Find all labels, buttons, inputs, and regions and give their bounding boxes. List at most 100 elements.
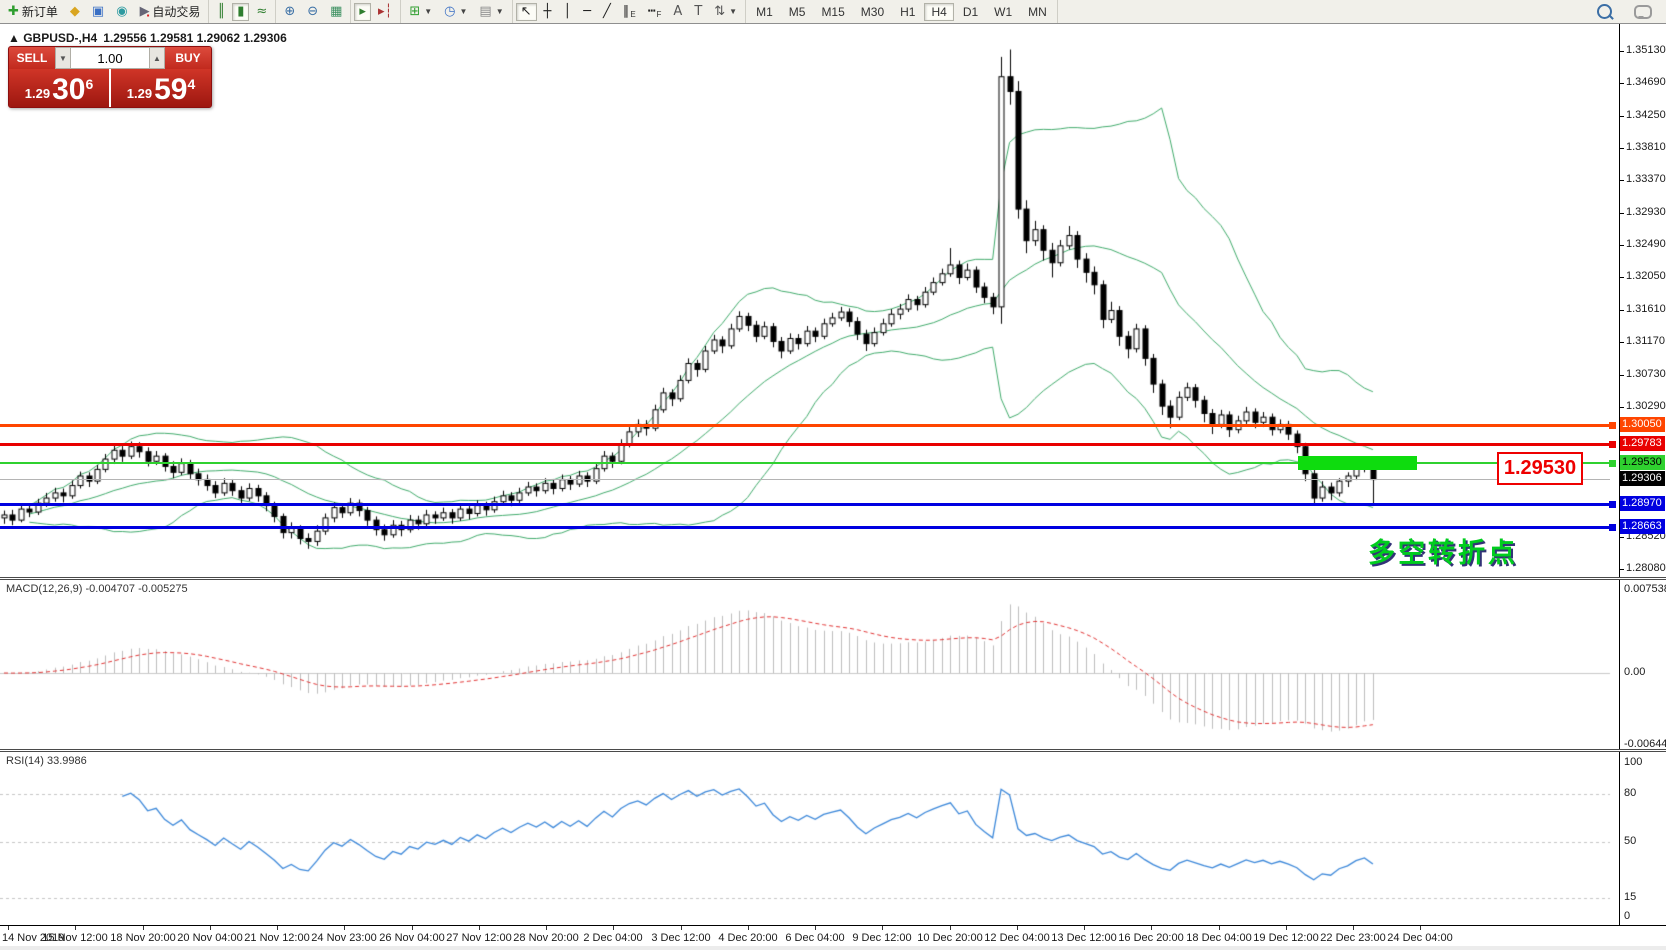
volume-input[interactable]: [71, 47, 149, 69]
time-tick-mark: [748, 926, 749, 930]
text-label-icon: T: [694, 4, 703, 19]
current-price-line[interactable]: [0, 479, 1610, 480]
data-window-button[interactable]: ▣: [87, 3, 109, 21]
search-button[interactable]: [1592, 3, 1617, 21]
price-tick-mark: [1619, 245, 1624, 246]
templates-button[interactable]: ▤ ▼: [474, 3, 508, 21]
vertical-line-button[interactable]: │: [558, 3, 576, 21]
alerts-button[interactable]: ◉: [111, 3, 132, 21]
collapse-arrow-icon[interactable]: ▲: [8, 31, 24, 45]
zoom-out-button[interactable]: ⊖: [302, 3, 323, 21]
price-tick-label: 1.32490: [1626, 238, 1666, 250]
chart-shift-button[interactable]: ▸┆: [373, 3, 397, 21]
chat-button[interactable]: [1629, 3, 1657, 21]
resistance-line-2-handle[interactable]: [1609, 441, 1616, 448]
time-tick-label: 21 Nov 12:00: [244, 932, 310, 944]
pivot-line-green[interactable]: [0, 462, 1610, 464]
resistance-line-2[interactable]: [0, 443, 1610, 446]
autotrading-button[interactable]: ▶ ▪ 自动交易: [135, 3, 206, 21]
resistance-line-1[interactable]: [0, 424, 1610, 427]
crosshair-button[interactable]: ┼: [539, 3, 557, 21]
periods-button[interactable]: ◷ ▼: [439, 3, 472, 21]
chevron-down-icon[interactable]: ▼: [495, 7, 504, 16]
tile-windows-button[interactable]: ▦: [325, 3, 347, 21]
price-tick-label: 1.34250: [1626, 109, 1666, 121]
support-line-2-handle[interactable]: [1609, 524, 1616, 531]
timeframe-d1-button[interactable]: D1: [956, 3, 985, 21]
chevron-down-icon[interactable]: ▼: [424, 7, 433, 16]
line-chart-button[interactable]: ≈: [251, 3, 272, 21]
timeframe-m5-button[interactable]: M5: [782, 3, 813, 21]
zoom-in-icon: ⊕: [284, 4, 296, 19]
timeframe-w1-button[interactable]: W1: [987, 3, 1019, 21]
turning-point-note[interactable]: 多空转折点: [1368, 538, 1518, 568]
sell-button[interactable]: SELL: [9, 47, 55, 69]
support-line-1-handle[interactable]: [1609, 501, 1616, 508]
green-zone-rectangle[interactable]: [1298, 456, 1417, 470]
text-button[interactable]: A: [668, 3, 687, 21]
time-tick-mark: [75, 926, 76, 930]
timeframe-h4-button[interactable]: H4: [924, 2, 954, 21]
resistance-line-1-handle[interactable]: [1609, 422, 1616, 429]
indicators-button[interactable]: ⊞ ▼: [404, 3, 437, 21]
rsi-panel-splitter[interactable]: [0, 749, 1666, 752]
time-tick-mark: [479, 926, 480, 930]
chevron-down-icon[interactable]: ▼: [459, 7, 468, 16]
price-tick-label: 1.30290: [1626, 400, 1666, 412]
volume-increase-button[interactable]: ▲: [149, 47, 165, 69]
time-tick-label: 26 Nov 04:00: [379, 932, 445, 944]
profiles-button[interactable]: ◆: [65, 3, 85, 21]
time-tick-label: 15 Nov 12:00: [42, 932, 108, 944]
time-axis[interactable]: 14 Nov 2019 15 Nov 12:00 18 Nov 20:00 20 No…: [0, 925, 1666, 950]
timeframe-h1-button[interactable]: H1: [893, 3, 922, 21]
sub-letter: E: [630, 10, 636, 19]
equidistant-channel-icon: ∥: [622, 4, 630, 19]
auto-scroll-icon: ▸: [359, 4, 366, 19]
resistance-line-2-axis-label: 1.29783: [1620, 436, 1665, 451]
time-tick-mark: [1219, 926, 1220, 930]
time-tick-mark: [1017, 926, 1018, 930]
price-tick-mark: [1619, 407, 1624, 408]
symbol-title: GBPUSD-,H4: [23, 31, 98, 45]
timeframe-m30-button[interactable]: M30: [854, 3, 891, 21]
time-tick-mark: [681, 926, 682, 930]
auto-scroll-button[interactable]: ▸: [354, 2, 371, 21]
trendline-button[interactable]: ╱: [598, 3, 616, 21]
volume-decrease-button[interactable]: ▼: [55, 47, 71, 69]
bar-chart-button[interactable]: ║: [212, 3, 230, 21]
sell-price[interactable]: 1.29 30 6: [9, 69, 111, 107]
timeframe-mn-button[interactable]: MN: [1021, 3, 1054, 21]
new-order-button[interactable]: ✚ 新订单: [3, 3, 63, 21]
chevron-down-icon[interactable]: ▼: [729, 7, 738, 16]
time-tick-label: 22 Dec 23:00: [1320, 932, 1386, 944]
rsi-axis-0: 0: [1624, 910, 1631, 922]
support-line-1[interactable]: [0, 503, 1610, 506]
pivot-line-green-handle[interactable]: [1609, 460, 1616, 467]
buy-price[interactable]: 1.29 59 4: [126, 73, 196, 106]
fibonacci-button[interactable]: ┅ F: [643, 3, 667, 21]
candlestick-chart-button[interactable]: ▮: [232, 2, 250, 21]
price-tick-mark: [1619, 375, 1624, 376]
time-tick-label: 6 Dec 04:00: [785, 932, 845, 944]
rsi-axis-50: 50: [1624, 835, 1637, 847]
search-icon: [1597, 4, 1612, 19]
price-tick-label: 1.31170: [1626, 335, 1665, 347]
zoom-in-button[interactable]: ⊕: [279, 3, 300, 21]
price-tag-1.29530[interactable]: 1.29530: [1497, 452, 1583, 485]
timeframe-m1-button[interactable]: M1: [749, 3, 780, 21]
equidistant-channel-button[interactable]: ∥ E: [618, 3, 641, 21]
price-tick-label: 1.35130: [1626, 44, 1666, 56]
support-line-2[interactable]: [0, 526, 1610, 529]
zoom-out-icon: ⊖: [307, 4, 319, 19]
text-label-button[interactable]: T: [689, 3, 707, 21]
price-tick-label: 1.34690: [1626, 76, 1666, 88]
buy-button[interactable]: BUY: [165, 47, 211, 69]
horizontal-line-button[interactable]: ─: [578, 3, 596, 21]
macd-panel-splitter[interactable]: [0, 577, 1666, 580]
timeframe-m15-button[interactable]: M15: [814, 3, 851, 21]
cursor-button[interactable]: ↖: [515, 2, 537, 21]
time-tick-label: 18 Dec 04:00: [1186, 932, 1252, 944]
arrows-button[interactable]: ⇅ ▼: [709, 3, 742, 21]
